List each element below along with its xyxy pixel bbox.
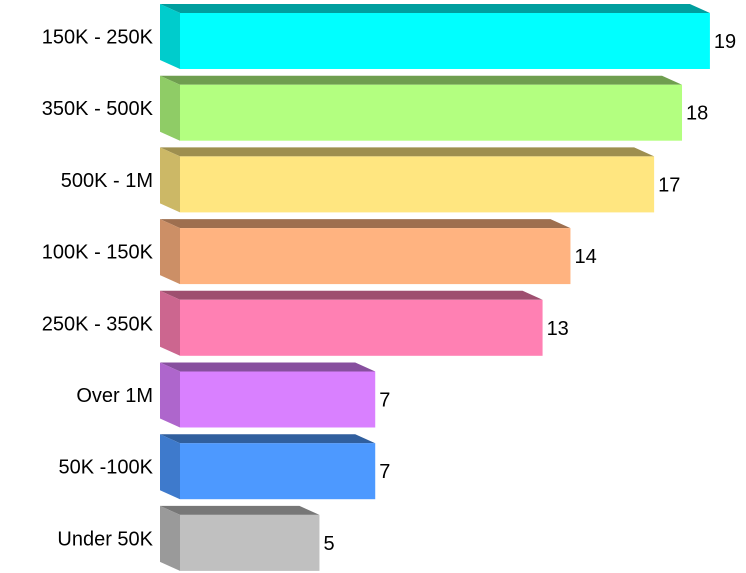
bar-side-under-50k <box>160 505 180 571</box>
bar-side-500k-1m <box>160 147 180 213</box>
bar-side-over-1m <box>160 362 180 428</box>
bar-250k-350k <box>180 299 543 356</box>
category-label-100k-150k: 100K - 150K <box>42 242 154 264</box>
category-label-350k-500k: 350K - 500K <box>42 98 154 120</box>
value-label-500k-1m: 17 <box>658 174 680 196</box>
bar-side-350k-500k <box>160 75 180 141</box>
bar-over-1m <box>180 371 376 428</box>
bar-top-under-50k <box>160 505 320 515</box>
bar-top-250k-350k <box>160 290 543 300</box>
category-label-250k-350k: 250K - 350K <box>42 313 154 335</box>
value-label-250k-350k: 13 <box>547 318 569 340</box>
bar-top-150k-250k <box>160 4 710 13</box>
value-label-under-50k: 5 <box>323 533 334 555</box>
bar-350k-500k <box>180 84 683 141</box>
value-label-150k-250k: 19 <box>714 31 736 53</box>
bar-top-50k-100k <box>160 434 376 444</box>
bar-top-100k-150k <box>160 219 571 229</box>
category-label-50k-100k: 50K -100K <box>58 457 153 479</box>
bar-side-150k-250k <box>160 4 180 69</box>
value-label-100k-150k: 14 <box>574 246 596 268</box>
bar-side-250k-350k <box>160 290 180 356</box>
bar-50k-100k <box>180 443 376 500</box>
value-label-350k-500k: 18 <box>686 103 708 125</box>
bar-150k-250k <box>180 13 710 69</box>
bar-under-50k <box>180 514 320 571</box>
bar-side-50k-100k <box>160 434 180 500</box>
bar-side-100k-150k <box>160 219 180 285</box>
category-label-under-50k: Under 50K <box>57 528 153 550</box>
category-label-500k-1m: 500K - 1M <box>61 170 153 192</box>
value-label-over-1m: 7 <box>379 390 390 412</box>
bar-500k-1m <box>180 156 655 213</box>
category-label-over-1m: Over 1M <box>76 385 153 407</box>
value-label-50k-100k: 7 <box>379 461 390 483</box>
category-label-150k-250k: 150K - 250K <box>42 27 154 49</box>
bar-100k-150k <box>180 228 571 285</box>
bar-top-500k-1m <box>160 147 655 157</box>
bar-top-over-1m <box>160 362 376 372</box>
bar-top-350k-500k <box>160 75 683 85</box>
